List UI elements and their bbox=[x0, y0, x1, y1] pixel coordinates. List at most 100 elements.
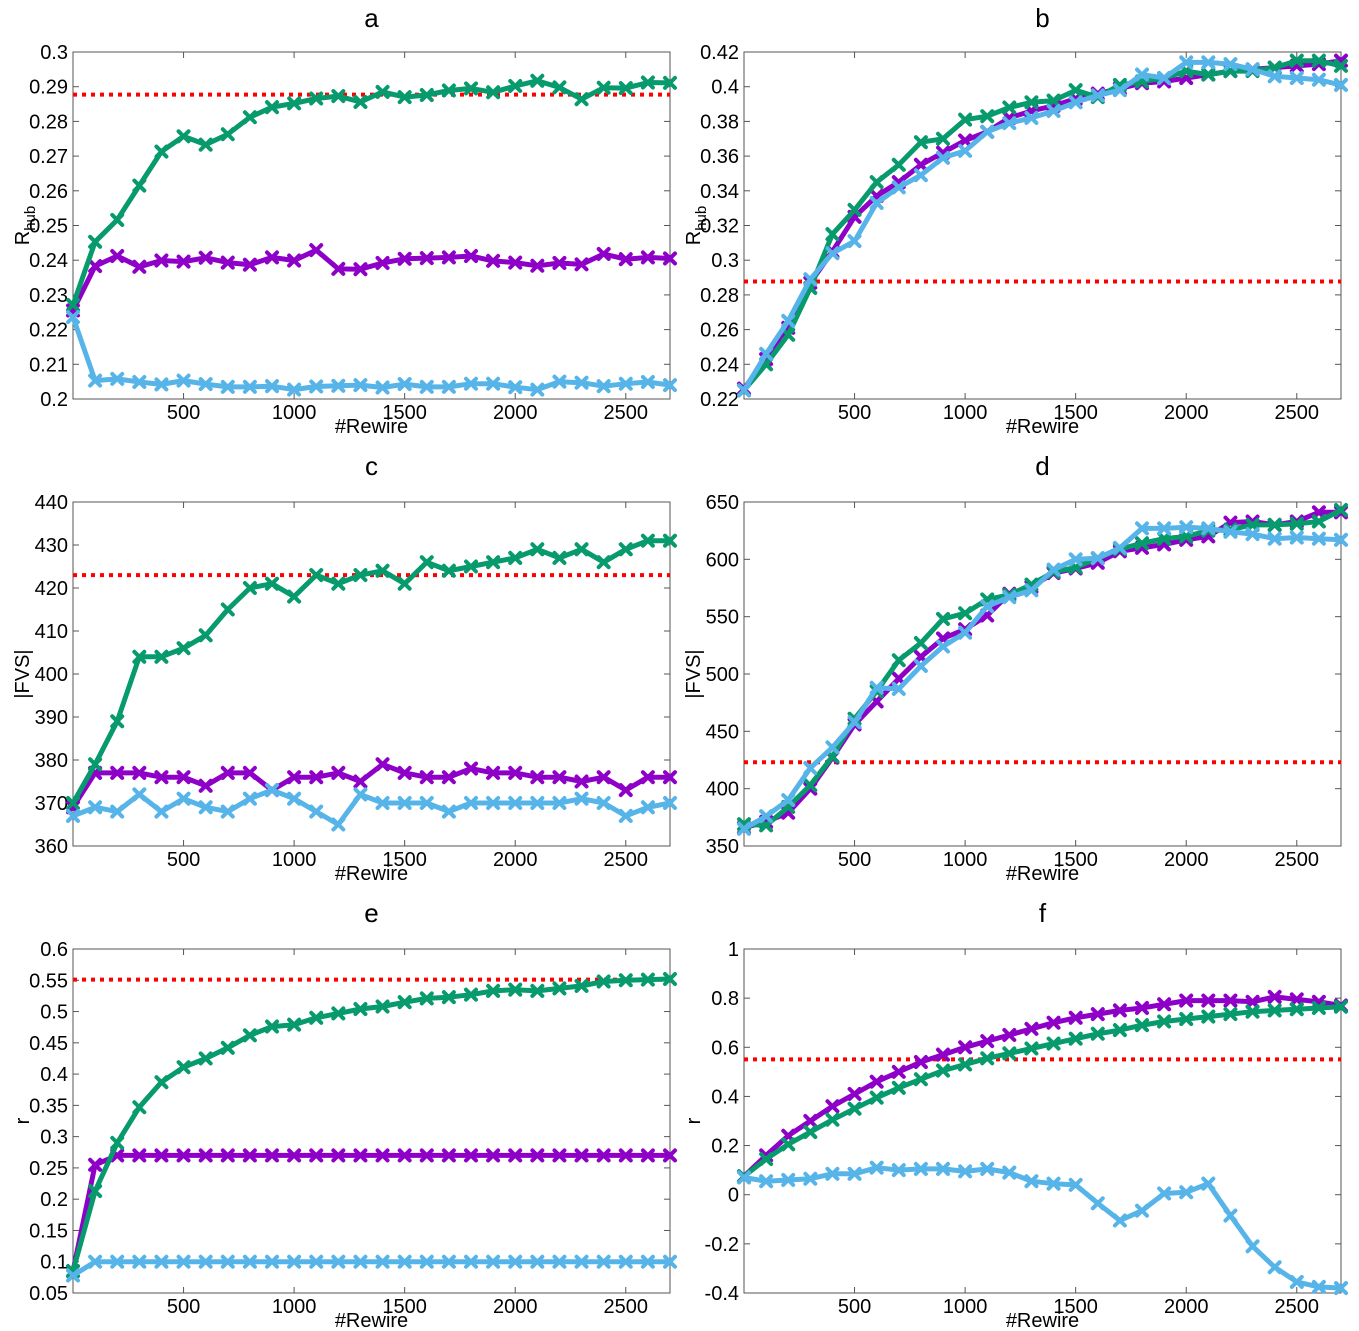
data-point bbox=[154, 1254, 169, 1269]
data-point bbox=[618, 252, 633, 267]
data-point bbox=[198, 250, 213, 265]
x-tick-label: 2500 bbox=[604, 1296, 649, 1318]
x-tick-label: 1500 bbox=[382, 1296, 427, 1318]
data-point bbox=[419, 379, 434, 394]
data-point bbox=[1201, 67, 1216, 82]
x-tick-label: 1500 bbox=[1053, 402, 1098, 424]
data-point bbox=[913, 157, 928, 172]
data-point bbox=[958, 112, 973, 127]
data-point bbox=[1201, 1009, 1216, 1024]
x-tick-label: 1500 bbox=[382, 402, 427, 424]
y-tick-label: 0.6 bbox=[711, 1037, 739, 1059]
y-axis-label: Rhub bbox=[683, 206, 710, 245]
series-line bbox=[742, 524, 1342, 831]
data-point bbox=[825, 227, 840, 242]
data-point bbox=[309, 1010, 324, 1025]
data-point bbox=[936, 150, 950, 165]
y-tick-label: 0.32 bbox=[700, 216, 739, 238]
data-point bbox=[154, 770, 169, 785]
data-point bbox=[508, 1148, 523, 1163]
data-point bbox=[375, 1254, 390, 1269]
data-point bbox=[397, 1148, 412, 1163]
data-point bbox=[1267, 989, 1282, 1004]
series-line bbox=[72, 787, 671, 827]
x-tick-label: 2000 bbox=[1164, 849, 1209, 871]
series-line bbox=[743, 1165, 1342, 1291]
x-tick-label: 2500 bbox=[604, 402, 649, 424]
data-point bbox=[309, 243, 324, 258]
data-point bbox=[331, 1148, 346, 1163]
data-point bbox=[781, 793, 796, 808]
data-point bbox=[530, 382, 545, 397]
data-point bbox=[198, 628, 213, 643]
data-point bbox=[331, 765, 346, 780]
y-tick-label: 0.25 bbox=[29, 1158, 68, 1180]
data-point bbox=[640, 1148, 655, 1163]
data-point bbox=[958, 625, 973, 640]
data-point bbox=[803, 1171, 818, 1186]
data-point bbox=[242, 379, 257, 394]
data-point bbox=[663, 1148, 677, 1163]
data-point bbox=[242, 1148, 257, 1163]
data-point bbox=[198, 778, 213, 793]
data-point bbox=[803, 778, 818, 793]
data-point bbox=[1267, 1260, 1282, 1275]
x-tick-label: 500 bbox=[838, 1296, 871, 1318]
data-point bbox=[958, 1057, 973, 1072]
data-point bbox=[847, 202, 862, 217]
y-tick-label: 550 bbox=[706, 607, 739, 629]
data-point bbox=[1046, 562, 1061, 577]
data-point bbox=[287, 589, 302, 604]
data-point bbox=[1135, 67, 1149, 82]
data-point bbox=[574, 92, 589, 107]
data-point bbox=[936, 131, 950, 146]
data-point bbox=[737, 1170, 751, 1185]
y-tick-label: 650 bbox=[706, 492, 739, 514]
data-point bbox=[737, 383, 751, 398]
data-point bbox=[781, 313, 796, 328]
data-point bbox=[530, 796, 545, 810]
data-point bbox=[1311, 1279, 1326, 1294]
data-point bbox=[1223, 1208, 1238, 1223]
series-green bbox=[737, 503, 1348, 833]
x-tick-label: 2000 bbox=[493, 1296, 538, 1318]
panel-title: f bbox=[1039, 898, 1047, 928]
series-purple bbox=[66, 1148, 677, 1279]
data-point bbox=[958, 1164, 973, 1179]
data-point bbox=[375, 796, 390, 810]
series-blue bbox=[66, 310, 677, 397]
y-tick-label: 0.26 bbox=[29, 181, 68, 203]
data-point bbox=[176, 770, 191, 785]
data-point bbox=[486, 555, 501, 570]
data-point bbox=[441, 770, 456, 785]
data-point bbox=[869, 1074, 884, 1089]
data-point bbox=[980, 599, 995, 614]
data-point bbox=[1090, 1196, 1105, 1211]
data-point bbox=[1245, 527, 1260, 542]
data-point bbox=[154, 253, 169, 268]
y-tick-label: 600 bbox=[706, 549, 739, 571]
data-point bbox=[198, 377, 213, 392]
data-point bbox=[220, 1040, 235, 1055]
data-point bbox=[1223, 993, 1238, 1008]
y-tick-label: 440 bbox=[35, 492, 68, 514]
data-point bbox=[552, 981, 567, 996]
data-point bbox=[1024, 583, 1039, 598]
series-green bbox=[66, 972, 677, 1279]
data-point bbox=[552, 255, 567, 270]
data-point bbox=[759, 1174, 774, 1189]
data-point bbox=[441, 1148, 456, 1163]
y-tick-label: 400 bbox=[706, 779, 739, 801]
series-purple bbox=[737, 989, 1348, 1184]
data-point bbox=[486, 1148, 501, 1163]
data-point bbox=[464, 249, 478, 264]
data-point bbox=[663, 972, 677, 987]
data-point bbox=[574, 1254, 589, 1269]
x-tick-label: 2000 bbox=[493, 849, 538, 871]
x-axis-label: #Rewire bbox=[335, 863, 408, 885]
y-tick-label: 0.34 bbox=[700, 181, 739, 203]
data-point bbox=[574, 257, 589, 272]
data-point bbox=[596, 796, 611, 810]
data-point bbox=[287, 96, 302, 111]
data-point bbox=[737, 821, 751, 836]
